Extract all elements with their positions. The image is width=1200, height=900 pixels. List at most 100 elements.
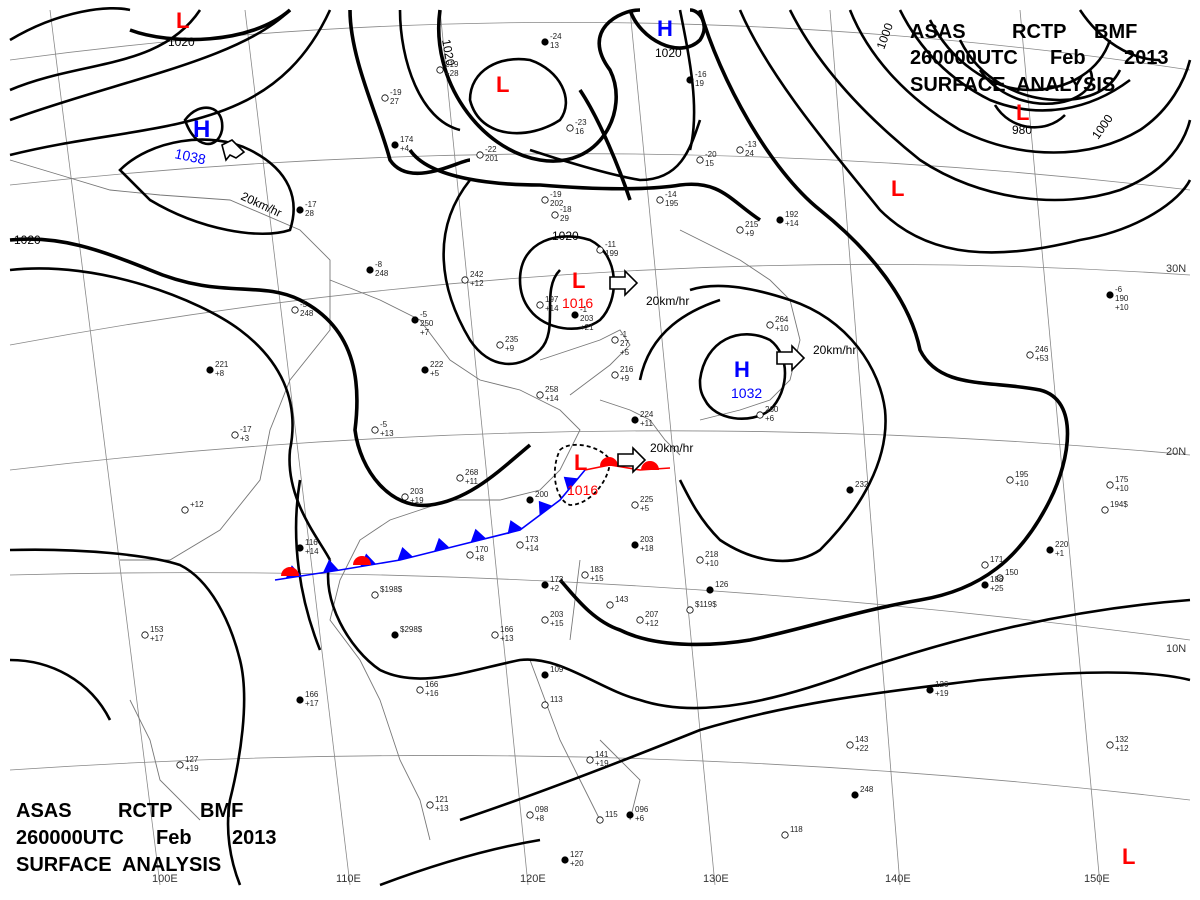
high-center-symbol: H (734, 357, 750, 382)
warm-front-semicircle (641, 461, 659, 470)
station-value: +16 (425, 689, 439, 698)
station-value: +14 (305, 547, 319, 556)
station-value: 16 (575, 127, 584, 136)
station-marker (631, 501, 639, 509)
station-marker (541, 38, 549, 46)
station-marker (366, 266, 374, 274)
longitude-label: 100E (152, 873, 178, 885)
station-value: 126 (715, 580, 729, 589)
station-value: +53 (1035, 354, 1049, 363)
station-value: +22 (855, 744, 869, 753)
station-marker (426, 801, 434, 809)
station-value: 173 (550, 575, 564, 584)
cold-front-triangle (507, 520, 523, 535)
station-marker (541, 581, 549, 589)
station-value: 28 (305, 209, 314, 218)
cold-front-triangle (434, 537, 450, 552)
station-value: +5 (620, 348, 630, 357)
station-marker (416, 686, 424, 694)
station-marker (541, 701, 549, 709)
station-value: 258 (545, 385, 559, 394)
station-value: +17 (305, 699, 319, 708)
station-marker (541, 671, 549, 679)
coastlines (9, 159, 801, 841)
station-value: +11 (640, 419, 654, 428)
station-marker (491, 631, 499, 639)
station-value: +14 (545, 304, 559, 313)
high-center-symbol: H (193, 116, 210, 143)
header-bottom: ASAS RCTP BMF 260000UTC Feb 2013 SURFACE… (16, 800, 277, 876)
station-value: +14 (785, 219, 799, 228)
low-center-symbol: L (572, 268, 585, 293)
station-value: -23 (575, 118, 587, 127)
station-marker (611, 371, 619, 379)
station-value: +10 (1015, 479, 1029, 488)
station-value: -18 (560, 205, 572, 214)
longitude-label: 110E (336, 873, 361, 885)
station-value: -5 (420, 310, 428, 319)
station-value: -5 (380, 420, 388, 429)
movement-arrow-icon (617, 446, 647, 474)
low-center-pressure: 1016 (567, 482, 598, 498)
low-center-symbol: L (891, 176, 904, 201)
station-marker (541, 196, 549, 204)
header-station: RCTP (118, 800, 172, 822)
header-agency: ASAS (910, 21, 966, 43)
station-marker (756, 411, 764, 419)
longitude-label: 130E (703, 873, 729, 885)
station-marker (536, 301, 544, 309)
station-value: +14 (525, 544, 539, 553)
header-time: 260000UTC (16, 827, 124, 849)
station-marker (176, 761, 184, 769)
station-marker (981, 561, 989, 569)
low-center-pressure: 980 (1012, 123, 1032, 137)
station-marker (776, 216, 784, 224)
station-value: +19 (935, 689, 949, 698)
cold-front-triangle (563, 476, 579, 491)
station-value: $119$ (695, 600, 717, 609)
station-value: 121 (435, 795, 449, 804)
cold-front-triangle (322, 559, 339, 573)
station-value: +9 (505, 344, 515, 353)
station-marker (571, 311, 579, 319)
station-value: 115 (605, 810, 618, 819)
station-value: 166 (425, 680, 439, 689)
station-value: 170 (475, 545, 489, 554)
station-marker (381, 94, 389, 102)
isobar-value-label: 1020 (655, 46, 682, 60)
station-marker (476, 151, 484, 159)
station-value: 098 (535, 805, 549, 814)
station-value: 141 (595, 750, 609, 759)
station-marker (981, 581, 989, 589)
station-value: 132 (1115, 735, 1129, 744)
latitude-label: 10N (1166, 643, 1186, 655)
station-value: +1 (1055, 549, 1065, 558)
station-value: 113 (550, 695, 563, 704)
header-title: SURFACE ANALYSIS (16, 854, 221, 876)
isobar-value-label: 1020 (439, 38, 457, 67)
station-marker (551, 211, 559, 219)
station-marker (206, 366, 214, 374)
station-value: 268 (465, 468, 479, 477)
station-marker (296, 696, 304, 704)
station-value: +2 (550, 584, 560, 593)
header-time: 260000UTC (910, 47, 1018, 69)
station-value: 127 (570, 850, 584, 859)
warm-front-semicircle (353, 556, 371, 565)
station-value: +8 (475, 554, 485, 563)
latitude-label: 20N (1166, 446, 1186, 458)
header-title: SURFACE ANALYSIS (910, 74, 1115, 96)
station-value: -1 (580, 305, 588, 314)
pressure-centers: L H 1038 L H 1020 L 980 L L 1016 H 1032 … (173, 8, 1135, 869)
station-value: 116 (305, 538, 318, 547)
station-value: +13 (500, 634, 514, 643)
station-value: 222 (430, 360, 444, 369)
station-value: 109 (550, 665, 564, 674)
station-value: 192 (785, 210, 799, 219)
movement-arrow-icon (609, 269, 639, 297)
station-value: 224 (640, 410, 654, 419)
station-value: 203 (580, 314, 594, 323)
station-value: 203 (410, 487, 424, 496)
station-value: +5 (430, 369, 440, 378)
